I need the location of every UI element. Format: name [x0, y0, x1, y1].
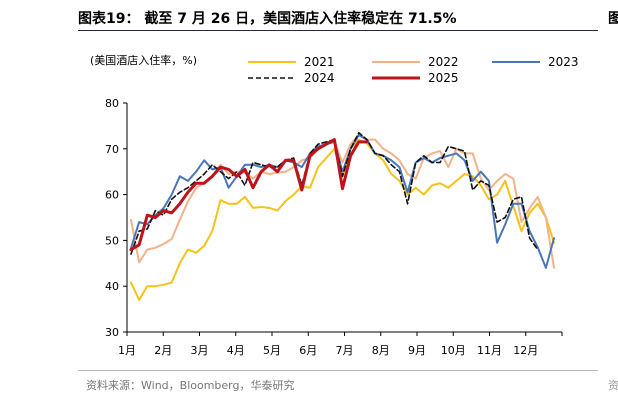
cropped-next-title: 图 — [608, 11, 618, 24]
x-tick-label: 5月 — [263, 344, 281, 357]
legend-label-2021: 2021 — [304, 55, 335, 69]
series-line-2022 — [130, 134, 555, 269]
series-line-2021 — [130, 138, 555, 301]
chart-legend: 2021 2022 2023 2024 2025 — [248, 55, 579, 85]
x-tick-label: 10月 — [441, 344, 466, 357]
chart-axes: 30 40 50 60 70 80 1月 2月 3月 4月 5月 6月 7月 8月 9月 10月 11月 12月 — [105, 97, 563, 357]
x-tick-label: 7月 — [336, 344, 354, 357]
legend-label-2024: 2024 — [304, 71, 335, 85]
x-tick-label: 8月 — [372, 344, 390, 357]
x-tick-label: 12月 — [513, 344, 538, 357]
legend-label-2022: 2022 — [428, 55, 459, 69]
x-tick-label: 11月 — [477, 344, 502, 357]
chart-title: 图表19： 截至 7 月 26 日，美国酒店入住率稳定在 71.5% — [78, 11, 457, 27]
x-tick-label: 3月 — [191, 344, 209, 357]
cropped-next-source: 资 — [608, 379, 618, 391]
x-tick-label: 6月 — [299, 344, 317, 357]
y-tick-label: 50 — [105, 234, 119, 247]
x-tick-label: 9月 — [408, 344, 426, 357]
series-line-2025 — [129, 138, 369, 252]
series-line-2023 — [130, 134, 555, 269]
y-tick-label: 40 — [105, 280, 119, 293]
x-tick-label: 1月 — [118, 344, 136, 357]
source-divider — [78, 370, 598, 371]
y-tick-label: 30 — [105, 326, 119, 339]
y-tick-label: 80 — [105, 97, 119, 110]
legend-label-2023: 2023 — [548, 55, 579, 69]
x-tick-label: 4月 — [227, 344, 245, 357]
legend-label-2025: 2025 — [428, 71, 459, 85]
title-divider — [78, 30, 598, 31]
y-tick-label: 60 — [105, 189, 119, 202]
x-tick-label: 2月 — [154, 344, 172, 357]
series-lines — [129, 132, 555, 301]
y-tick-label: 70 — [105, 143, 119, 156]
y-axis-label: (美国酒店入住率，%) — [90, 54, 198, 67]
source-note: 资料来源：Wind，Bloomberg，华泰研究 — [86, 379, 295, 392]
